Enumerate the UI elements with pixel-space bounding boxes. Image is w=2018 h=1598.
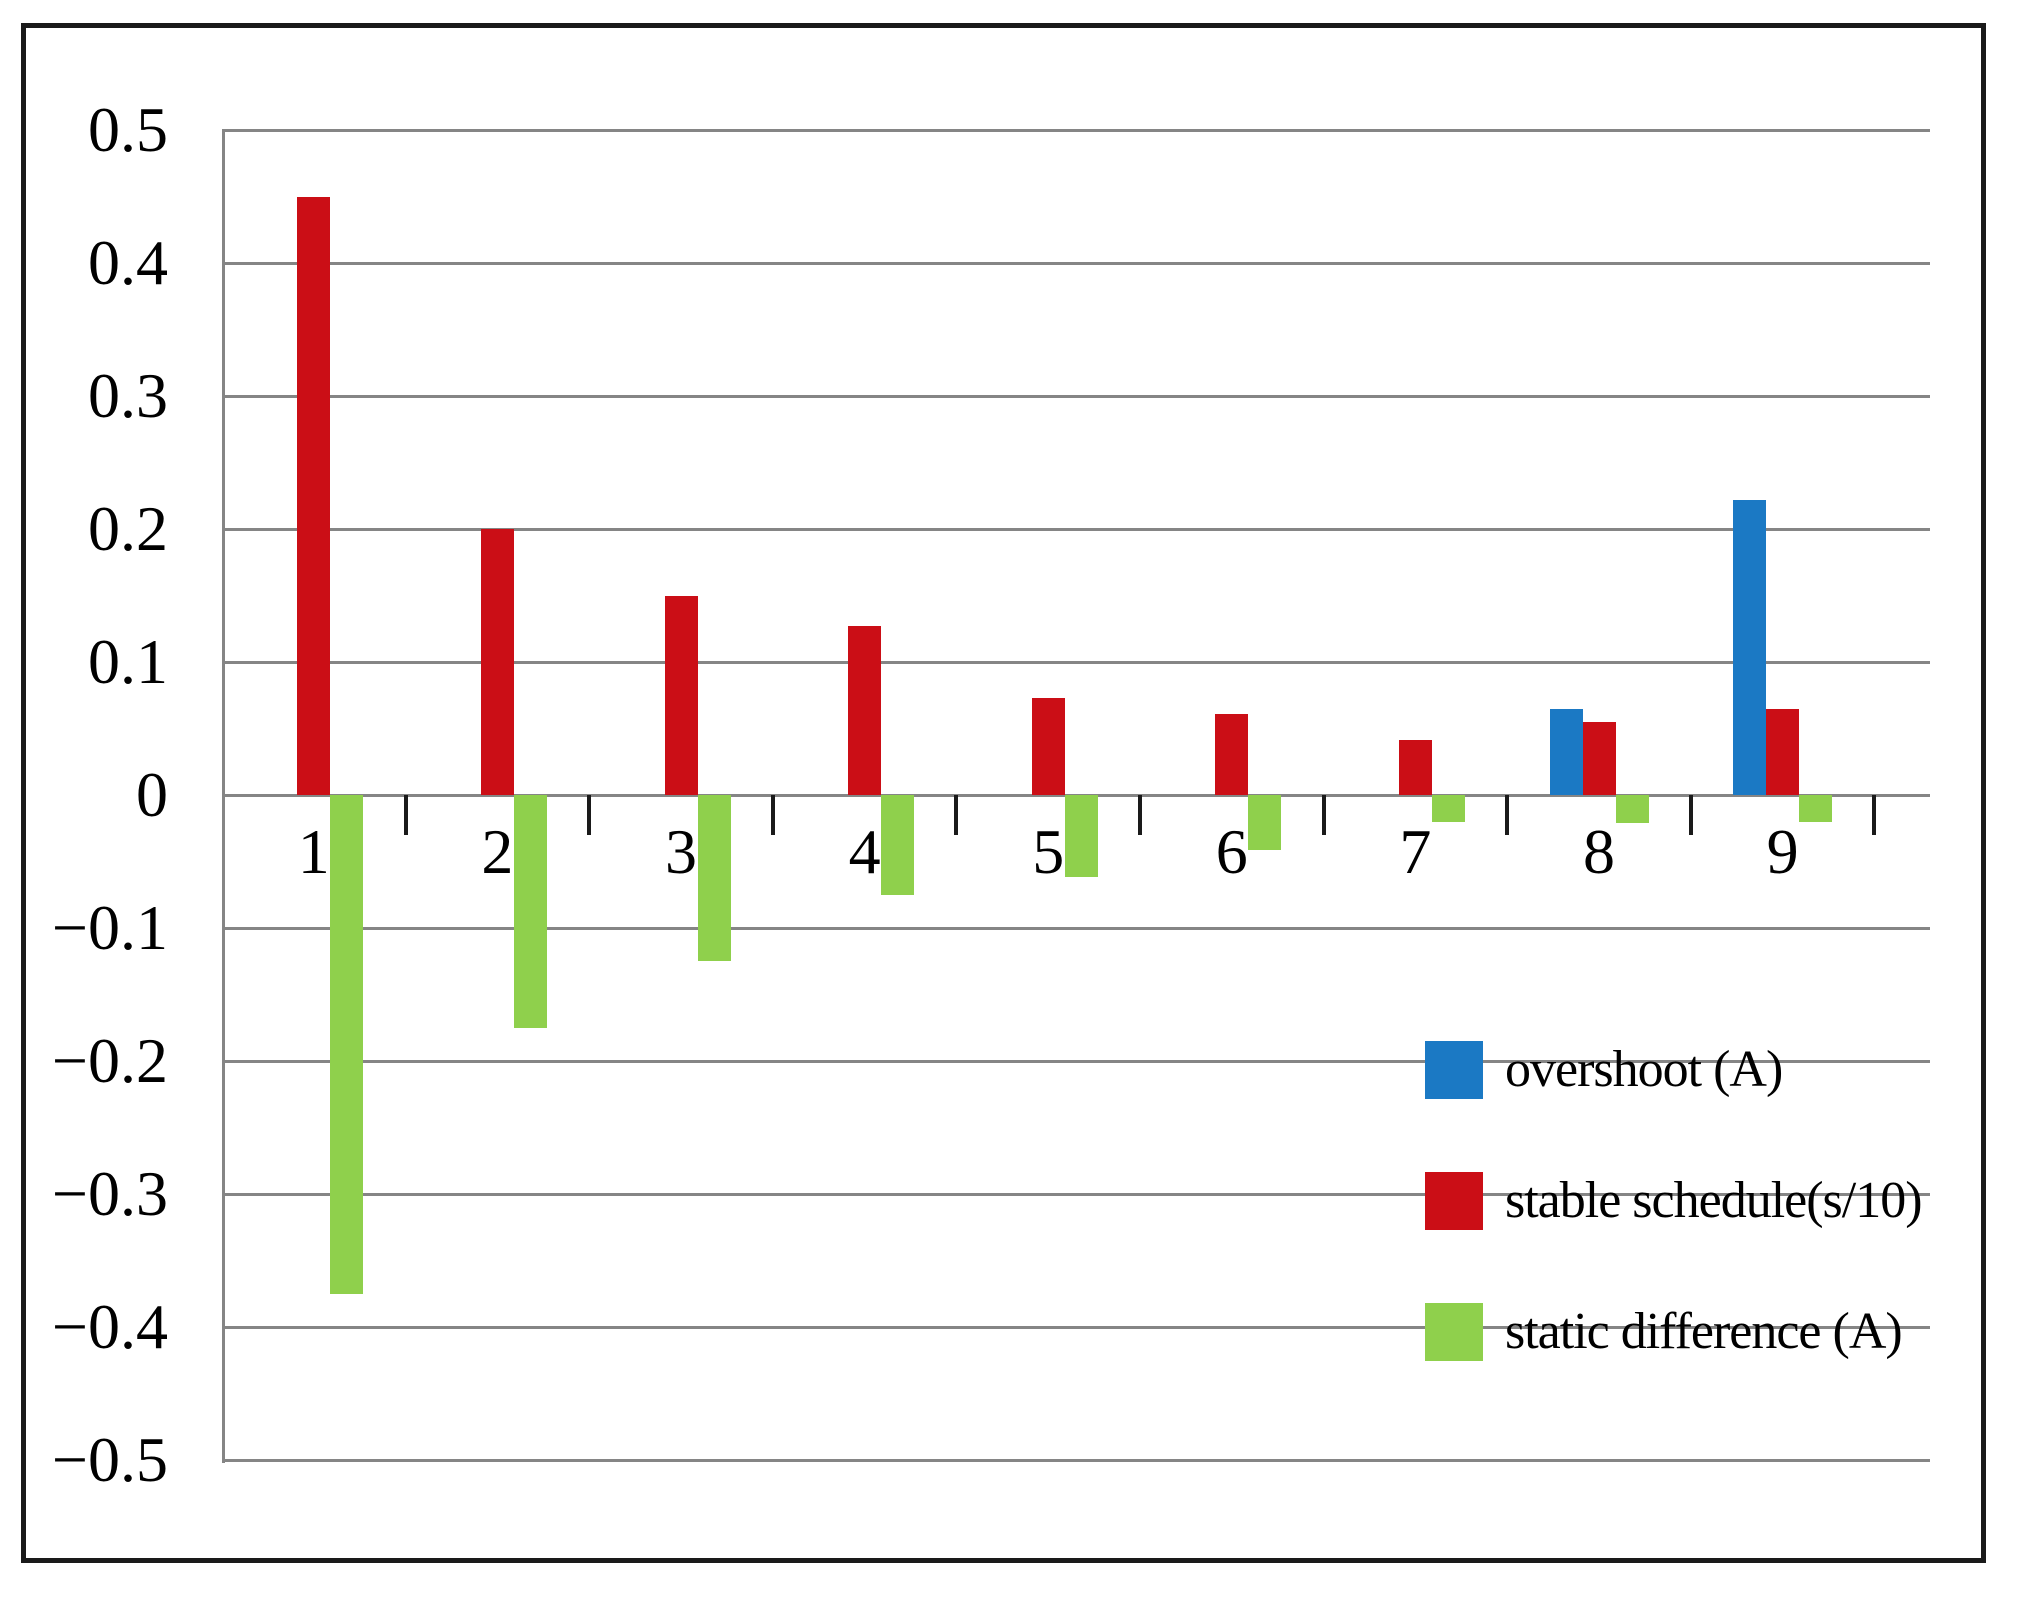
y-tick-label: 0 (136, 759, 168, 830)
x-axis-tick (770, 795, 775, 835)
y-tick-label: 0.1 (88, 626, 168, 697)
static-difference-bar-3 (697, 795, 731, 962)
y-tick-label: −0.5 (51, 1424, 168, 1495)
legend-swatch-stable-schedule-icon (1425, 1172, 1483, 1230)
x-axis-tick (1505, 795, 1510, 835)
x-axis-tick (587, 795, 592, 835)
x-category-label: 9 (1766, 816, 1799, 887)
x-category-label: 2 (481, 816, 514, 887)
gridline (222, 1458, 1930, 1462)
y-tick-label: −0.3 (51, 1158, 168, 1229)
x-category-label: 1 (297, 816, 330, 887)
stable-schedule-bar-8 (1582, 721, 1616, 795)
gridline (222, 926, 1930, 930)
stable-schedule-bar-1 (297, 196, 331, 795)
legend-swatch-static-difference-icon (1425, 1303, 1483, 1361)
x-category-label: 6 (1215, 816, 1248, 887)
y-tick-label: −0.4 (51, 1291, 168, 1362)
legend-item-static-difference: static difference (A) (1425, 1303, 1922, 1361)
x-axis-tick (403, 795, 408, 835)
stable-schedule-bar-6 (1215, 713, 1249, 795)
static-difference-bar-7 (1431, 795, 1465, 822)
static-difference-bar-5 (1064, 795, 1098, 878)
stable-schedule-bar-9 (1766, 708, 1800, 795)
stable-schedule-bar-4 (848, 626, 882, 795)
static-difference-bar-9 (1799, 795, 1833, 822)
x-axis-tick (1138, 795, 1142, 835)
stable-schedule-bar-3 (664, 595, 698, 795)
gridline (222, 1325, 1930, 1329)
gridline (222, 527, 1930, 531)
gridline (222, 128, 1930, 132)
legend-item-overshoot: overshoot (A) (1425, 1041, 1922, 1099)
y-tick-label: −0.2 (51, 1025, 168, 1096)
x-axis-tick (954, 795, 959, 835)
stable-schedule-bar-5 (1031, 697, 1065, 795)
gridline (222, 394, 1930, 398)
x-category-label: 7 (1399, 816, 1432, 887)
gridline (222, 261, 1930, 265)
x-category-label: 4 (848, 816, 881, 887)
gridline (222, 1059, 1930, 1063)
gridline (222, 660, 1930, 664)
static-difference-bar-1 (330, 795, 364, 1294)
static-difference-bar-6 (1248, 795, 1282, 850)
figure-border-frame (21, 23, 1986, 1563)
x-category-label: 3 (665, 816, 697, 887)
y-tick-label: 0.3 (88, 360, 168, 431)
y-tick-label: 0.5 (88, 94, 168, 165)
gridline (222, 1192, 1930, 1196)
stable-schedule-bar-2 (480, 529, 514, 795)
y-tick-label: 0.4 (88, 227, 168, 298)
static-difference-bar-8 (1615, 795, 1649, 823)
static-difference-bar-4 (881, 795, 915, 895)
legend-item-stable-schedule: stable schedule(s/10) (1425, 1172, 1923, 1230)
legend-swatch-overshoot-icon (1425, 1041, 1483, 1099)
x-category-label: 5 (1032, 816, 1065, 887)
y-tick-label: −0.1 (51, 892, 168, 963)
static-difference-bar-2 (513, 795, 547, 1028)
y-axis-line (222, 130, 225, 1463)
x-axis-tick (1872, 795, 1877, 835)
overshoot-bar-8 (1549, 708, 1583, 795)
legend: overshoot (A) stable schedule(s/10) stat… (1425, 1041, 1923, 1361)
overshoot-bar-9 (1733, 499, 1767, 795)
legend-label-overshoot: overshoot (A) (1505, 1041, 1783, 1098)
x-category-label: 8 (1583, 816, 1615, 887)
y-tick-label: 0.2 (88, 493, 168, 564)
x-axis-tick (1688, 795, 1693, 835)
x-axis-tick (1321, 795, 1326, 835)
stable-schedule-bar-7 (1398, 740, 1432, 795)
legend-label-stable-schedule: stable schedule(s/10) (1505, 1172, 1923, 1229)
legend-label-static-difference: static difference (A) (1505, 1303, 1903, 1360)
